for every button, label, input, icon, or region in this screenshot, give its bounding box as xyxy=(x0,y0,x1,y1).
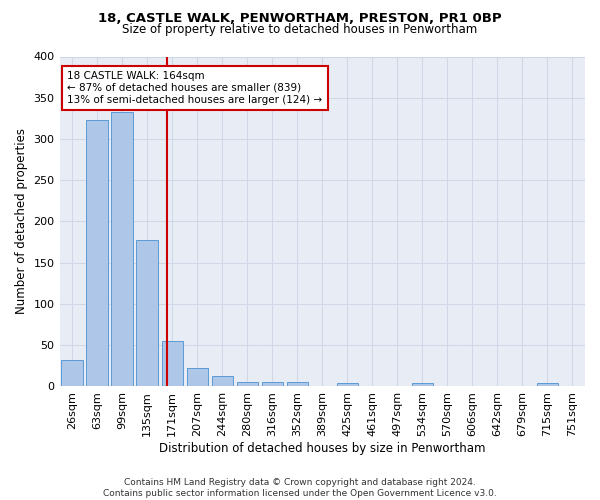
Bar xyxy=(287,382,308,386)
Bar xyxy=(262,382,283,386)
Bar xyxy=(112,112,133,386)
Bar xyxy=(136,240,158,386)
X-axis label: Distribution of detached houses by size in Penwortham: Distribution of detached houses by size … xyxy=(159,442,485,455)
Bar xyxy=(337,383,358,386)
Bar xyxy=(537,383,558,386)
Text: 18, CASTLE WALK, PENWORTHAM, PRESTON, PR1 0BP: 18, CASTLE WALK, PENWORTHAM, PRESTON, PR… xyxy=(98,12,502,26)
Text: Size of property relative to detached houses in Penwortham: Size of property relative to detached ho… xyxy=(122,22,478,36)
Bar xyxy=(86,120,108,386)
Y-axis label: Number of detached properties: Number of detached properties xyxy=(15,128,28,314)
Bar xyxy=(412,383,433,386)
Bar xyxy=(236,382,258,386)
Bar xyxy=(161,341,183,386)
Bar xyxy=(187,368,208,386)
Bar xyxy=(61,360,83,386)
Text: 18 CASTLE WALK: 164sqm
← 87% of detached houses are smaller (839)
13% of semi-de: 18 CASTLE WALK: 164sqm ← 87% of detached… xyxy=(67,72,323,104)
Text: Contains HM Land Registry data © Crown copyright and database right 2024.
Contai: Contains HM Land Registry data © Crown c… xyxy=(103,478,497,498)
Bar xyxy=(212,376,233,386)
